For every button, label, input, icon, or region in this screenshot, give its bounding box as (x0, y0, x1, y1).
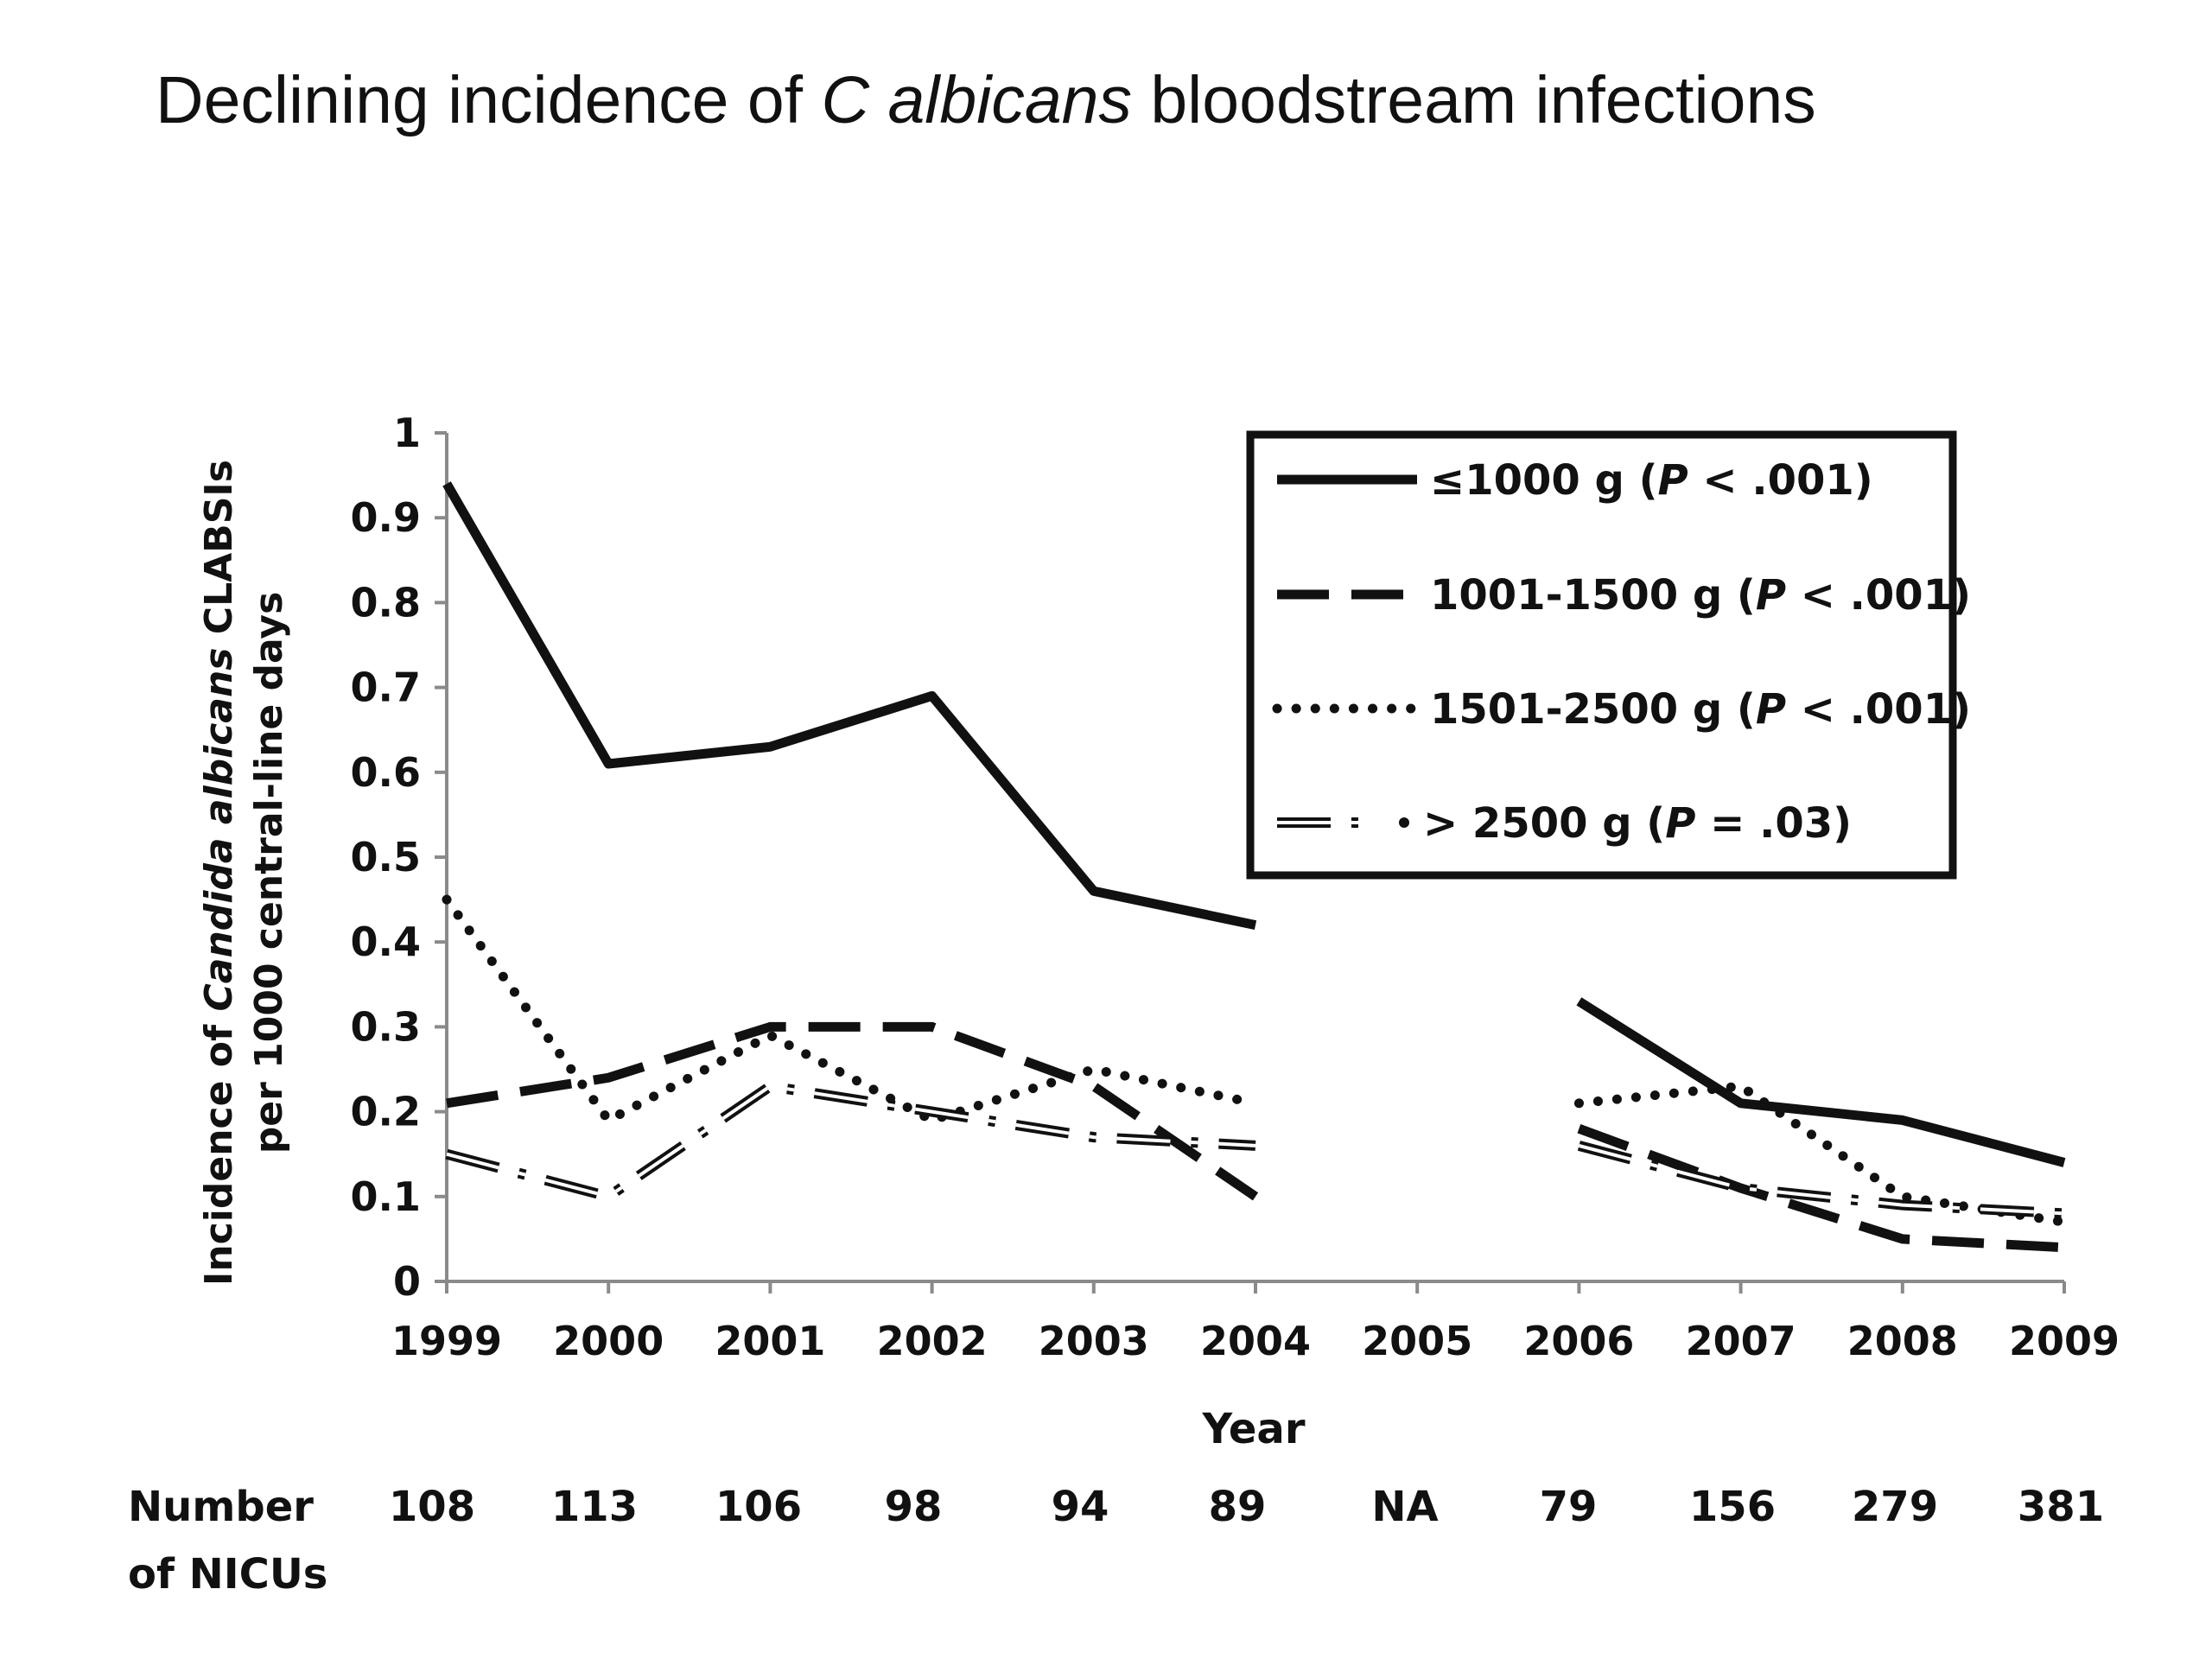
series-point (607, 1119, 609, 1121)
chart-title: Declining incidence of C albicans bloods… (156, 62, 1816, 139)
nicu-count: 98 (885, 1483, 943, 1531)
x-tick-label: 2003 (1039, 1318, 1149, 1364)
legend-label-part: = .03) (1695, 799, 1852, 848)
legend-label: 1001-1500 g (P < .001) (1430, 571, 1971, 620)
series-point (2063, 1221, 2065, 1223)
series-point (1093, 1069, 1095, 1071)
nicu-count: 381 (2018, 1483, 2104, 1531)
legend-label-part: < .001) (1786, 571, 1971, 620)
y-tick-label: 0.6 (351, 749, 422, 796)
x-tick-label: 2006 (1523, 1318, 1634, 1364)
series-1 (442, 481, 2066, 1167)
series-line-inner (1578, 1143, 2065, 1216)
legend-swatch-dot (1399, 817, 1409, 828)
y-tick-label: 0.3 (351, 1003, 422, 1050)
nicu-count: 79 (1540, 1483, 1598, 1531)
tick-labels: 0 0.1 0.2 0.3 0.4 0.5 0.6 0.7 0.8 0.9 1 1999 2000 200… (351, 410, 2120, 1364)
chart-title-suffix: bloodstream infections (1131, 63, 1816, 137)
legend-label-part: > 2500 g ( (1423, 799, 1665, 848)
nicu-count: 94 (1052, 1483, 1109, 1531)
nicu-count: 108 (389, 1483, 475, 1531)
y-tick-label: 1 (393, 410, 421, 456)
nicu-row: Number of NICUs 108 113 106 98 94 89 NA 79 156 27… (128, 1483, 2104, 1599)
chart-title-prefix: Declining incidence of (156, 63, 822, 137)
y-axis-title-line2: per 1000 central-line days (247, 592, 291, 1154)
y-tick-label: 0.9 (351, 494, 422, 541)
series-point (1093, 1085, 1095, 1087)
x-tick-label: 2007 (1686, 1318, 1796, 1364)
nicu-row-label-line1: Number (128, 1483, 314, 1531)
legend-items: ≤1000 g (P < .001)1001-1500 g (P < .001)… (1272, 456, 1971, 848)
series-2 (446, 1021, 2065, 1253)
series-point (2063, 1212, 2065, 1214)
y-tick-label: 0.5 (351, 834, 422, 880)
series-line (442, 894, 1261, 1127)
legend-label-part: P (1756, 685, 1786, 734)
legend-label-part: 1001-1500 g ( (1430, 571, 1756, 620)
y-axis-title-group: Incidence of Candida albicans CLABSIs pe… (197, 460, 291, 1286)
legend-label-part: P (1756, 571, 1786, 620)
x-tick-label: 2008 (1847, 1318, 1958, 1364)
nicu-row-label-line2: of NICUs (128, 1550, 327, 1599)
nicu-count: 156 (1689, 1483, 1776, 1531)
legend-box (1246, 430, 1957, 880)
x-tick-label: 2000 (553, 1318, 664, 1364)
y-tick-label: 0.2 (351, 1089, 422, 1135)
series-3 (442, 894, 2069, 1227)
axes (435, 431, 2066, 1294)
nicu-count: 279 (1852, 1483, 1938, 1531)
series-layer (442, 481, 2069, 1253)
y-tick-label: 0.4 (351, 918, 422, 965)
legend-label-part: P (1665, 799, 1695, 848)
series-line (1576, 997, 2066, 1167)
nicu-count: 113 (551, 1483, 638, 1531)
legend-label: 1501-2500 g (P < .001) (1430, 685, 1971, 734)
series-line (1577, 1124, 2065, 1253)
legend: ≤1000 g (P < .001)1001-1500 g (P < .001)… (1246, 430, 1971, 880)
legend-label-part: P (1658, 456, 1688, 505)
series-line (445, 1080, 1256, 1203)
y-axis-title-line1-suffix: CLABSIs (197, 460, 241, 648)
x-tick-label: 1999 (391, 1318, 502, 1364)
x-tick-label: 2001 (715, 1318, 825, 1364)
series-point (769, 1085, 771, 1087)
legend-label-part: < .001) (1688, 456, 1873, 505)
series-line (446, 1021, 1259, 1201)
series-line-inner (446, 1084, 1256, 1198)
legend-label-part: < .001) (1786, 685, 1971, 734)
y-tick-label: 0.8 (351, 579, 422, 626)
nicu-count: 106 (715, 1483, 802, 1531)
y-tick-label: 0 (393, 1258, 421, 1305)
nicu-count: NA (1371, 1483, 1438, 1531)
y-axis-title-line1: Incidence of Candida albicans CLABSIs (197, 460, 241, 1286)
y-tick-label: 0.1 (351, 1173, 422, 1220)
nicu-count: 89 (1209, 1483, 1267, 1531)
series-point (2063, 1247, 2065, 1249)
series-point (1255, 1103, 1256, 1104)
legend-label: > 2500 g (P = .03) (1423, 799, 1852, 848)
legend-label: ≤1000 g (P < .001) (1430, 456, 1873, 505)
x-axis-title: Year (1202, 1405, 1306, 1453)
chart-title-italic: C albicans (821, 63, 1132, 137)
x-tick-label: 2005 (1362, 1318, 1472, 1364)
series-4 (445, 1080, 2065, 1219)
x-tick-label: 2009 (2009, 1318, 2120, 1364)
series-line (442, 481, 1257, 930)
x-tick-label: 2004 (1200, 1318, 1311, 1364)
legend-label-part: ≤1000 g ( (1430, 456, 1658, 505)
y-axis-title-line1-prefix: Incidence of (197, 1012, 241, 1286)
y-tick-label: 0.7 (351, 664, 422, 711)
series-point (931, 1119, 933, 1121)
series-point (1740, 1085, 1742, 1087)
legend-label-part: 1501-2500 g ( (1430, 685, 1756, 734)
series-point (607, 1196, 609, 1198)
x-tick-label: 2002 (877, 1318, 988, 1364)
y-axis-title-line1-italic: Candida albicans (197, 648, 241, 1012)
